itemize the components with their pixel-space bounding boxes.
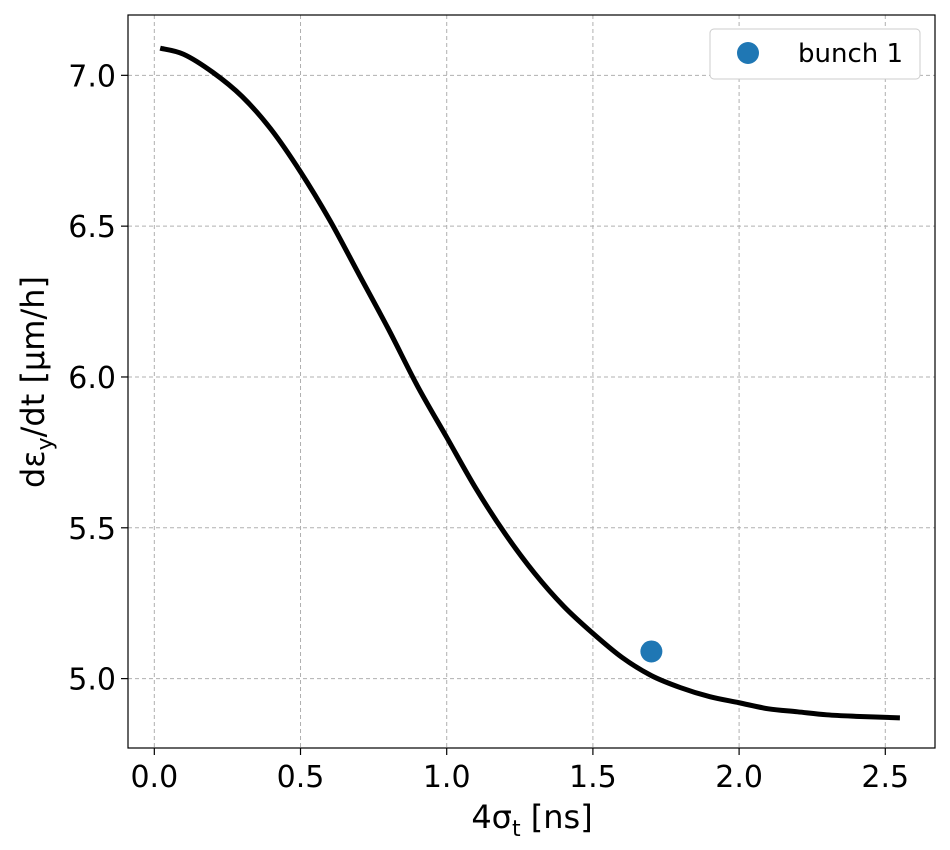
y-axis-label: dεy/dt [µm/h] bbox=[14, 276, 58, 488]
legend-box bbox=[709, 28, 921, 80]
x-tick-label: 2.5 bbox=[861, 760, 909, 795]
x-tick-label: 1.0 bbox=[423, 760, 471, 795]
x-axis-label: 4σt [ns] bbox=[471, 798, 592, 842]
data-point bbox=[640, 640, 663, 663]
x-tick-label: 2.0 bbox=[715, 760, 763, 795]
legend-label-bunch-1: bunch 1 bbox=[798, 39, 903, 69]
ticks: 0.0 0.5 1.0 1.5 2.0 2.5 5.0 5.5 6.0 6.5 7.0 bbox=[68, 59, 909, 795]
legend: bunch 1 bbox=[709, 28, 921, 80]
y-axis-label-rest: /dt [µm/h] bbox=[14, 276, 52, 437]
y-tick-label: 7.0 bbox=[68, 59, 116, 94]
x-tick-label: 0.5 bbox=[277, 760, 325, 795]
y-tick-label: 6.0 bbox=[68, 361, 116, 396]
series-layer bbox=[159, 45, 900, 721]
legend-marker-bunch-1 bbox=[737, 42, 759, 64]
x-axis-label-sub: t bbox=[512, 817, 521, 842]
x-tick-label: 1.5 bbox=[569, 760, 617, 795]
x-axis-label-rest: [ns] bbox=[521, 798, 593, 836]
x-axis-label-main: 4σ bbox=[471, 798, 512, 836]
grid bbox=[128, 15, 935, 748]
y-axis-label-sub: y bbox=[33, 437, 58, 450]
y-tick-label: 6.5 bbox=[68, 210, 116, 245]
series-line bbox=[159, 45, 900, 721]
y-tick-label: 5.0 bbox=[68, 663, 116, 698]
plot-frame bbox=[127, 14, 936, 749]
x-tick-label: 0.0 bbox=[130, 760, 178, 795]
y-axis-label-pre: dε bbox=[14, 450, 52, 488]
y-tick-label: 5.5 bbox=[68, 512, 116, 547]
